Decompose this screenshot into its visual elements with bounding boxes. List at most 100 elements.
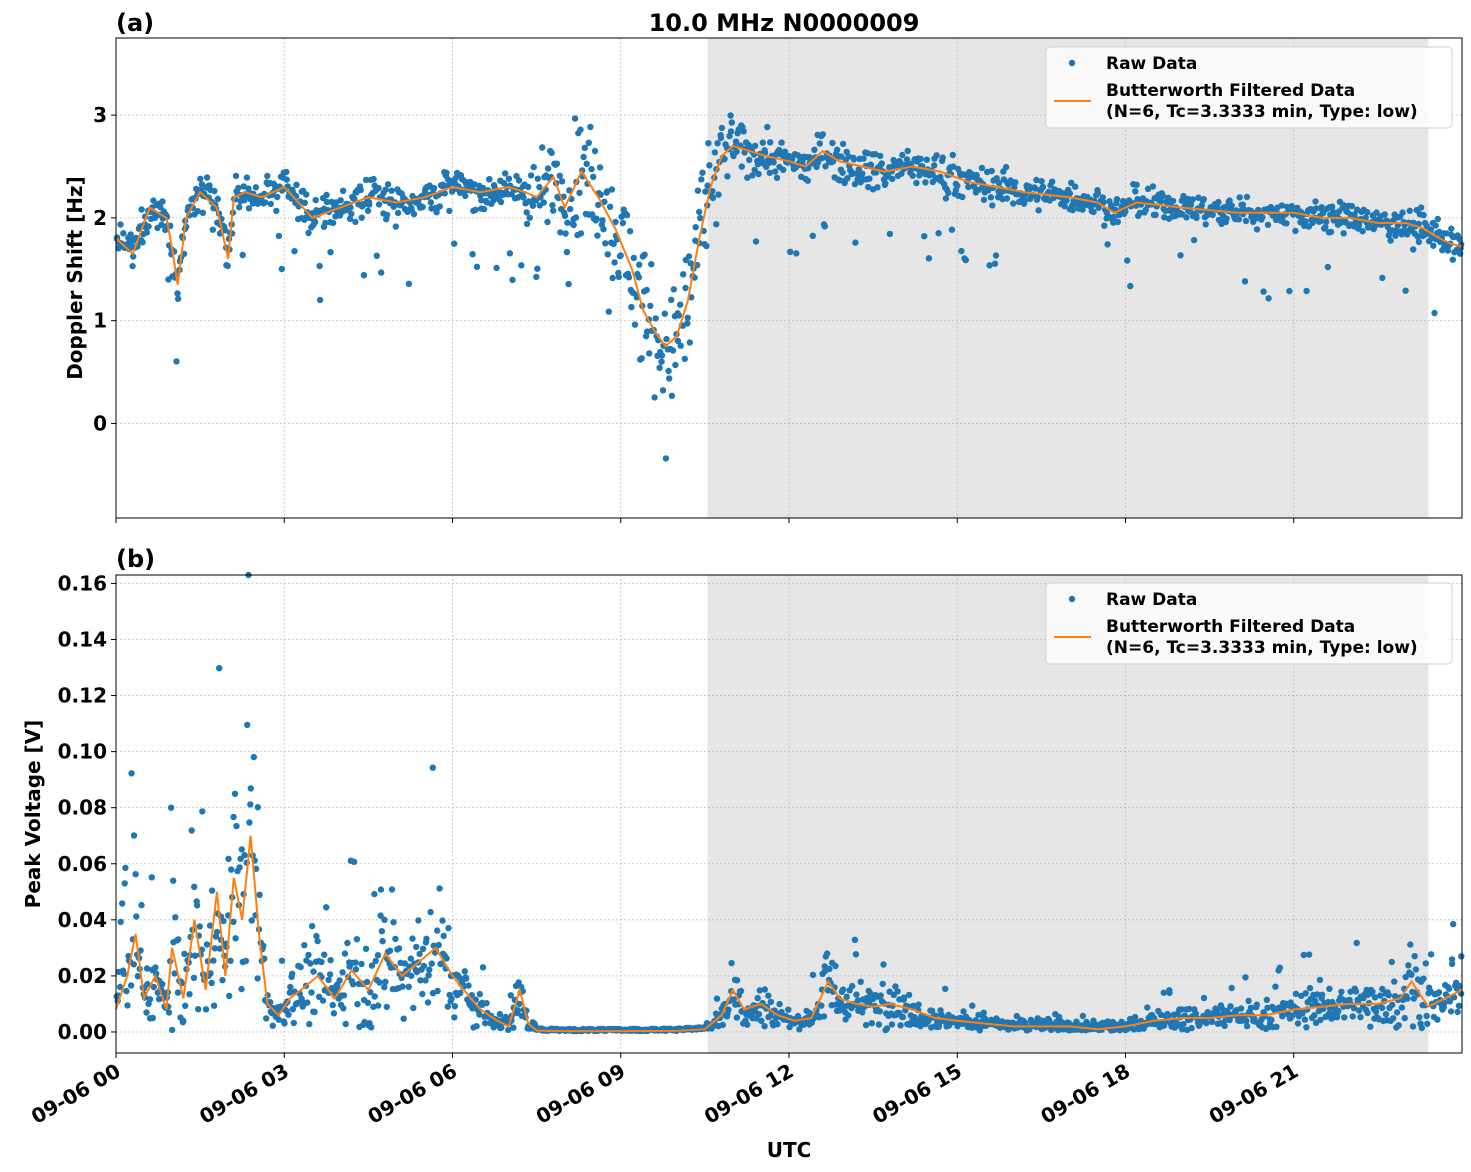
raw-data-point bbox=[388, 187, 395, 194]
raw-data-point bbox=[925, 255, 933, 262]
raw-data-point bbox=[496, 1010, 504, 1018]
raw-data-point bbox=[606, 203, 614, 210]
raw-data-point bbox=[766, 169, 773, 176]
raw-data-point bbox=[950, 163, 957, 170]
raw-data-point bbox=[894, 988, 901, 995]
raw-data-point bbox=[476, 990, 483, 998]
raw-data-point bbox=[368, 962, 376, 969]
raw-data-point bbox=[206, 922, 214, 929]
raw-data-point bbox=[1294, 1020, 1302, 1027]
raw-data-point bbox=[787, 248, 794, 255]
raw-data-point bbox=[1110, 213, 1118, 221]
raw-data-point bbox=[859, 1009, 866, 1016]
raw-data-point bbox=[1371, 994, 1379, 1001]
raw-data-point bbox=[651, 394, 658, 401]
panel-b-peak-voltage: 0.00 0.02 0.04 0.06 0.08 0.10 0.12 0.14 0.16 09-… bbox=[21, 545, 1465, 1162]
raw-data-point bbox=[327, 249, 334, 256]
raw-data-point bbox=[1136, 209, 1144, 216]
raw-data-point bbox=[1259, 214, 1266, 221]
raw-data-point bbox=[699, 169, 706, 176]
raw-data-point bbox=[544, 165, 552, 172]
raw-data-point bbox=[611, 259, 618, 266]
raw-data-point bbox=[1389, 1001, 1396, 1009]
raw-data-point bbox=[626, 228, 634, 235]
raw-data-point bbox=[506, 250, 514, 257]
raw-data-point bbox=[283, 168, 290, 176]
panel-a-filtered-data-series bbox=[115, 144, 1463, 348]
raw-data-point bbox=[1090, 208, 1097, 216]
raw-data-point bbox=[672, 361, 679, 369]
raw-data-point bbox=[167, 804, 175, 811]
raw-data-point bbox=[886, 230, 894, 238]
raw-data-point bbox=[819, 131, 826, 138]
raw-data-point bbox=[198, 181, 206, 188]
raw-data-point bbox=[816, 140, 823, 147]
raw-data-point bbox=[921, 233, 928, 240]
raw-data-point bbox=[129, 262, 136, 270]
raw-data-point bbox=[1046, 1017, 1053, 1024]
raw-data-point bbox=[130, 832, 138, 839]
raw-data-point bbox=[1302, 218, 1309, 225]
raw-data-point bbox=[706, 162, 713, 169]
raw-data-point bbox=[525, 183, 532, 191]
y-tick-label: 0.06 bbox=[58, 852, 107, 876]
raw-data-point bbox=[844, 175, 851, 182]
raw-data-point bbox=[1409, 988, 1416, 996]
raw-data-point bbox=[1444, 247, 1452, 254]
raw-data-point bbox=[381, 916, 388, 923]
raw-data-point bbox=[821, 963, 828, 970]
raw-data-point bbox=[326, 971, 334, 978]
panel-b-y-axis-label: Peak Voltage [V] bbox=[21, 720, 45, 909]
raw-data-point bbox=[419, 203, 426, 211]
raw-data-point bbox=[780, 166, 787, 173]
raw-data-point bbox=[116, 983, 124, 991]
raw-data-point bbox=[656, 364, 663, 371]
raw-data-point bbox=[872, 151, 879, 158]
raw-data-point bbox=[308, 989, 315, 996]
raw-data-point bbox=[730, 996, 737, 1003]
raw-data-point bbox=[532, 197, 540, 204]
raw-data-point bbox=[305, 951, 312, 959]
raw-data-point bbox=[435, 941, 442, 949]
raw-data-point bbox=[744, 1021, 751, 1028]
raw-data-point bbox=[145, 223, 152, 230]
raw-data-point bbox=[1079, 1012, 1087, 1020]
raw-data-point bbox=[363, 978, 371, 986]
raw-data-point bbox=[696, 208, 703, 216]
raw-data-point bbox=[577, 126, 584, 133]
raw-data-point bbox=[758, 154, 765, 162]
raw-data-point bbox=[1100, 199, 1107, 206]
raw-data-point bbox=[892, 983, 899, 990]
raw-data-point bbox=[352, 959, 359, 966]
raw-data-point bbox=[1456, 235, 1463, 243]
raw-data-point bbox=[410, 210, 418, 218]
raw-data-point bbox=[749, 172, 756, 179]
raw-data-point bbox=[839, 169, 846, 176]
raw-data-point bbox=[318, 958, 325, 966]
raw-data-point bbox=[825, 987, 832, 994]
raw-data-point bbox=[681, 355, 688, 363]
raw-data-point bbox=[390, 919, 397, 926]
raw-data-point bbox=[652, 315, 659, 322]
raw-data-point bbox=[684, 314, 691, 321]
raw-data-point bbox=[1441, 999, 1448, 1007]
raw-data-point bbox=[850, 156, 858, 163]
raw-data-point bbox=[581, 144, 588, 151]
raw-data-point bbox=[1416, 1014, 1423, 1021]
raw-data-point bbox=[643, 286, 650, 294]
raw-data-point bbox=[910, 1002, 917, 1009]
raw-data-point bbox=[1278, 202, 1286, 209]
raw-data-point bbox=[325, 976, 332, 984]
raw-data-point bbox=[965, 183, 972, 191]
raw-data-point bbox=[159, 981, 166, 988]
raw-data-point bbox=[1186, 1005, 1193, 1013]
raw-data-point bbox=[1338, 988, 1345, 995]
raw-data-point bbox=[838, 153, 845, 160]
raw-data-point bbox=[1010, 200, 1017, 207]
raw-data-point bbox=[139, 239, 146, 246]
raw-data-point bbox=[399, 983, 406, 990]
raw-data-point bbox=[211, 945, 219, 952]
raw-data-point bbox=[360, 272, 368, 279]
raw-data-point bbox=[719, 1021, 726, 1029]
raw-data-point bbox=[1412, 966, 1420, 973]
